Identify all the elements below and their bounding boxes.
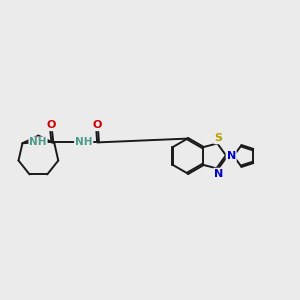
Text: N: N: [226, 151, 236, 161]
Text: O: O: [46, 120, 56, 130]
Text: S: S: [214, 134, 223, 143]
Text: O: O: [92, 120, 102, 130]
Text: NH: NH: [29, 137, 47, 147]
Text: NH: NH: [75, 137, 92, 147]
Text: N: N: [214, 169, 223, 178]
